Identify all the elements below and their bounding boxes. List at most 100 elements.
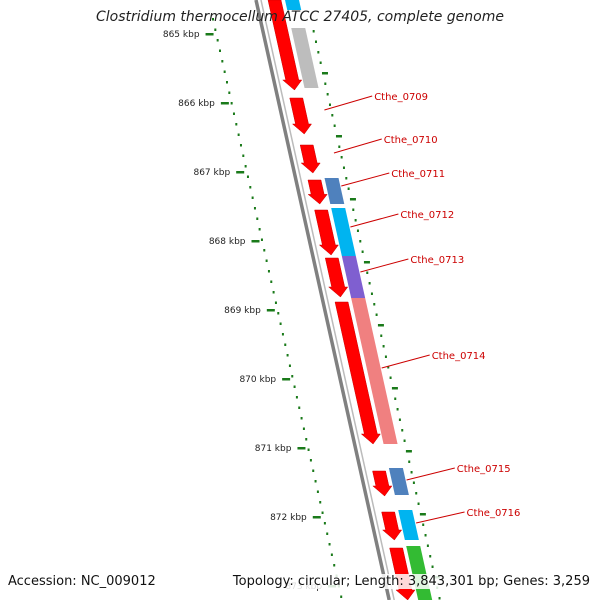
topology-summary: Topology: circular; Length: 3,843,301 bp… xyxy=(230,574,592,589)
gc-skew-dot xyxy=(256,217,259,220)
backbone-line xyxy=(254,0,391,601)
gc-content-dot xyxy=(342,166,345,169)
gene-label: Cthe_0714 xyxy=(432,351,486,362)
gc-content-dot xyxy=(426,544,429,547)
kbp-label: 865 kbp xyxy=(163,30,200,40)
kbp-label: 869 kbp xyxy=(224,306,261,316)
gc-content-dot xyxy=(338,145,341,148)
kbp-label: 868 kbp xyxy=(209,237,246,247)
gc-content-dot xyxy=(331,114,334,117)
gc-skew-dot xyxy=(216,39,219,42)
gc-skew-dot xyxy=(235,123,238,126)
gc-skew-dot xyxy=(333,564,336,567)
gc-skew-dot xyxy=(225,81,228,84)
gc-content-dot xyxy=(398,418,401,421)
gene-arrow xyxy=(334,301,381,445)
gc-skew-dot xyxy=(295,396,298,399)
map-title: Clostridium thermocellum ATCC 27405, com… xyxy=(96,9,504,25)
gc-skew-dot xyxy=(253,207,256,210)
gc-content-dot xyxy=(366,271,369,274)
gc-content-dot xyxy=(319,61,322,64)
gc-skew-dot xyxy=(267,270,270,273)
gc-content-dot xyxy=(422,523,425,526)
gc-skew-dot xyxy=(244,165,247,168)
gc-skew-dot xyxy=(228,91,231,94)
backbone-line-inner xyxy=(260,0,395,601)
gc-skew-dot xyxy=(251,196,254,199)
gc-skew-dot xyxy=(288,364,291,367)
gene-leader-line xyxy=(333,138,382,154)
gene-arrow xyxy=(307,179,328,205)
gc-content-dot xyxy=(408,460,411,463)
kbp-tick xyxy=(236,171,245,174)
kbp-label: 871 kbp xyxy=(255,444,292,454)
cog-category-block xyxy=(341,256,366,298)
gc-skew-dot xyxy=(323,522,326,525)
gc-content-dot xyxy=(326,93,329,96)
gc-skew-dot xyxy=(223,70,226,73)
gc-skew-dot xyxy=(265,259,268,262)
gc-skew-dot xyxy=(237,133,240,136)
cog-category-block xyxy=(285,0,302,10)
gc-content-dot xyxy=(324,82,327,85)
gc-content-dot xyxy=(349,198,356,201)
gc-skew-dot xyxy=(286,354,289,357)
gc-content-dot xyxy=(396,408,399,411)
gc-content-dot xyxy=(438,597,441,600)
gc-content-dot xyxy=(363,261,370,264)
gc-content-dot xyxy=(373,303,376,306)
gc-content-dot xyxy=(387,366,390,369)
cog-category-block xyxy=(398,510,419,540)
cog-category-block xyxy=(351,298,398,444)
gc-content-dot xyxy=(312,30,315,33)
gc-content-dot xyxy=(415,492,418,495)
kbp-label: 872 kbp xyxy=(270,513,307,523)
gc-skew-dot xyxy=(281,333,284,336)
gene-label: Cthe_0711 xyxy=(391,169,445,180)
gene-leader-line xyxy=(381,354,430,369)
gene-label: Cthe_0715 xyxy=(457,464,511,475)
gene-leader-line xyxy=(324,95,373,111)
gc-content-dot xyxy=(424,534,427,537)
gc-skew-dot xyxy=(214,28,217,31)
gc-skew-dot xyxy=(279,322,282,325)
kbp-tick xyxy=(205,33,214,36)
gc-content-dot xyxy=(419,513,426,516)
gene-arrow xyxy=(299,144,321,174)
gc-content-dot xyxy=(359,240,362,243)
gc-content-dot xyxy=(375,313,378,316)
gene-leader-line xyxy=(415,511,465,524)
gc-content-dot xyxy=(328,103,331,106)
gc-content-dot xyxy=(405,450,412,453)
gc-skew-dot xyxy=(274,301,277,304)
gc-content-dot xyxy=(429,555,432,558)
gc-skew-dot xyxy=(277,312,280,315)
gc-content-dot xyxy=(333,124,336,127)
gc-skew-dot xyxy=(340,595,343,598)
gene-label: Cthe_0716 xyxy=(467,508,521,519)
kbp-tick xyxy=(297,447,306,450)
gc-skew-dot xyxy=(321,511,324,514)
gc-content-dot xyxy=(317,51,320,54)
gc-skew-dot xyxy=(221,60,224,63)
gc-content-dot xyxy=(340,156,343,159)
kbp-tick xyxy=(312,516,321,519)
gc-content-dot xyxy=(384,355,387,358)
cog-category-block xyxy=(331,208,356,256)
gc-content-dot xyxy=(394,397,397,400)
gene-arrow xyxy=(372,470,393,497)
gc-content-dot xyxy=(352,208,355,211)
gc-skew-dot xyxy=(312,469,315,472)
gc-skew-dot xyxy=(270,280,273,283)
kbp-label: 866 kbp xyxy=(178,99,215,109)
gc-skew-dot xyxy=(263,249,266,252)
gc-skew-dot xyxy=(218,49,221,52)
gc-skew-dot xyxy=(284,343,287,346)
gc-skew-dot xyxy=(258,228,261,231)
gene-arrow xyxy=(289,97,313,135)
gc-content-dot xyxy=(370,292,373,295)
gc-content-dot xyxy=(391,387,398,390)
gc-skew-dot xyxy=(293,385,296,388)
gc-skew-dot xyxy=(314,480,317,483)
